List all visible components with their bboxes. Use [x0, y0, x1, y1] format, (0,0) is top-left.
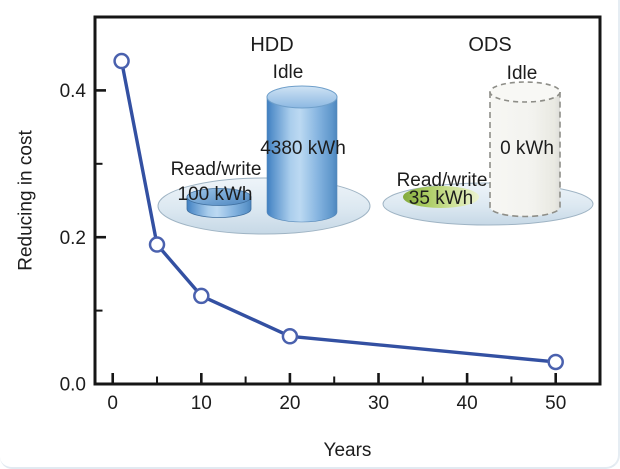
y-tick-label: 0.2	[60, 228, 86, 249]
y-axis-title: Reducing in cost	[16, 130, 37, 271]
x-tick-label: 40	[457, 393, 478, 414]
x-axis-title: Years	[324, 440, 372, 461]
x-tick-label: 20	[279, 393, 300, 414]
ods-readwrite-value: 35 kWh	[409, 188, 473, 209]
plot-frame	[93, 15, 602, 386]
ods-idle-label: Idle	[507, 63, 538, 84]
hdd-idle-cylinder	[266, 85, 338, 223]
data-point-marker	[193, 287, 210, 305]
hdd-readwrite-value: 100 kWh	[178, 184, 253, 205]
ods-readwrite-label: Read/write	[397, 170, 488, 191]
x-tick-label: 0	[107, 393, 118, 414]
x-tick-label: 30	[368, 393, 389, 414]
y-tick-label: 0.0	[60, 375, 86, 396]
hdd-idle-value: 4380 kWh	[260, 138, 346, 159]
y-tick-label: 0.4	[60, 81, 87, 102]
x-tick-label: 10	[191, 393, 212, 414]
x-tick-labels: 0 10 20 30 40 50	[107, 393, 566, 414]
data-point-markers	[113, 52, 564, 371]
ods-title: ODS	[468, 34, 511, 56]
ods-idle-value: 0 kWh	[500, 138, 554, 159]
data-point-marker	[113, 52, 130, 70]
ods-energy-inset: ODS Idle 0 kWh Read/write 35 kWh	[382, 34, 594, 226]
hdd-readwrite-label: Read/write	[171, 159, 262, 180]
y-tick-labels: 0.0 0.2 0.4	[60, 81, 87, 396]
data-point-marker	[547, 353, 564, 371]
axis-ticks	[96, 89, 558, 386]
ods-readwrite-highlight	[403, 186, 479, 208]
hdd-idle-label: Idle	[273, 62, 304, 83]
hdd-energy-inset: HDD Idle 4380 kWh Read/write 100 kWh	[157, 34, 371, 235]
x-tick-label: 50	[545, 393, 566, 414]
hdd-readwrite-cylinder	[186, 188, 252, 218]
data-point-marker	[281, 328, 299, 345]
data-point-marker	[148, 236, 166, 253]
hdd-title: HDD	[250, 34, 293, 56]
ods-idle-cylinder	[489, 81, 561, 218]
